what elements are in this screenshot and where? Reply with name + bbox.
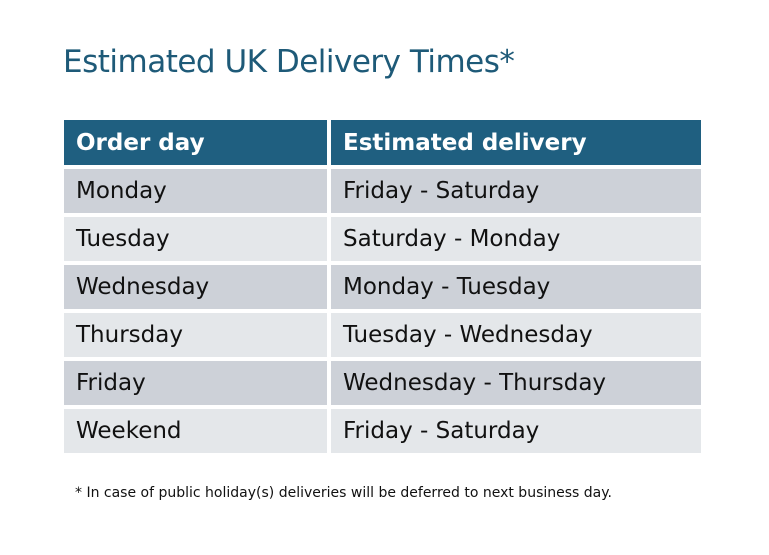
- order-day-cell: Thursday: [64, 309, 331, 357]
- order-day-cell: Friday: [64, 357, 331, 405]
- header-order-day: Order day: [64, 120, 331, 165]
- page-title: Estimated UK Delivery Times*: [63, 44, 515, 80]
- table-row: Weekend Friday - Saturday: [64, 405, 701, 453]
- header-estimated-delivery: Estimated delivery: [331, 120, 701, 165]
- delivery-cell: Saturday - Monday: [331, 213, 701, 261]
- delivery-times-table: Order day Estimated delivery Monday Frid…: [64, 120, 701, 453]
- delivery-cell: Wednesday - Thursday: [331, 357, 701, 405]
- table-row: Monday Friday - Saturday: [64, 165, 701, 213]
- footnote: * In case of public holiday(s) deliverie…: [75, 485, 612, 501]
- table-row: Friday Wednesday - Thursday: [64, 357, 701, 405]
- table-row: Tuesday Saturday - Monday: [64, 213, 701, 261]
- delivery-cell: Tuesday - Wednesday: [331, 309, 701, 357]
- delivery-cell: Monday - Tuesday: [331, 261, 701, 309]
- order-day-cell: Monday: [64, 165, 331, 213]
- table-row: Wednesday Monday - Tuesday: [64, 261, 701, 309]
- delivery-cell: Friday - Saturday: [331, 405, 701, 453]
- delivery-cell: Friday - Saturday: [331, 165, 701, 213]
- order-day-cell: Weekend: [64, 405, 331, 453]
- order-day-cell: Tuesday: [64, 213, 331, 261]
- table-header-row: Order day Estimated delivery: [64, 120, 701, 165]
- order-day-cell: Wednesday: [64, 261, 331, 309]
- table-row: Thursday Tuesday - Wednesday: [64, 309, 701, 357]
